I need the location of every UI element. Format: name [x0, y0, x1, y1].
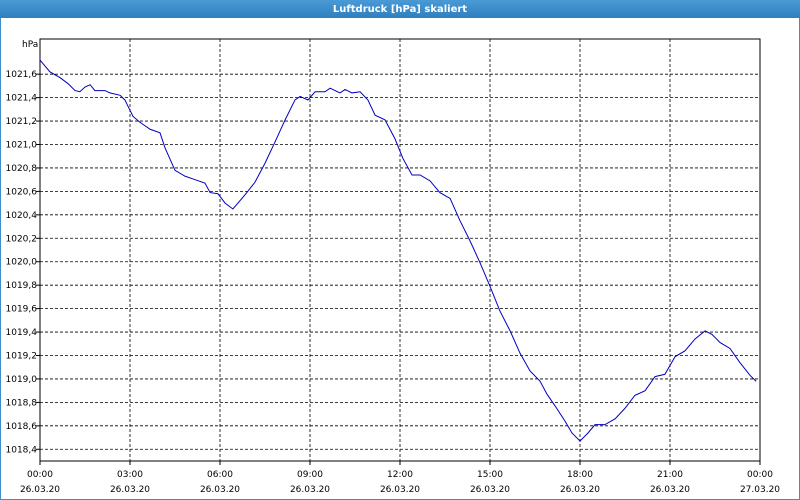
x-tick-label: 09:00	[297, 470, 323, 480]
y-tick-label: 1018,4	[6, 445, 38, 455]
y-tick-label: 1021,2	[6, 117, 38, 127]
y-tick-label: 1019,2	[6, 352, 38, 362]
y-tick-label: 1020,0	[6, 258, 38, 268]
y-tick-label: 1020,4	[6, 211, 38, 221]
plot-area: 1018,4 1018,6 1018,8 1019,0 1019,2 1019,4 1019…	[6, 38, 780, 495]
chart-title: Luftdruck [hPa] skaliert	[333, 4, 467, 15]
x-tick-label: 06:00	[207, 470, 233, 480]
y-tick-label: 1019,4	[6, 328, 38, 338]
x-tick-date: 26.03.20	[110, 485, 150, 495]
y-tick-label: 1021,6	[6, 70, 38, 80]
plot-border	[39, 38, 761, 462]
x-tick-date: 26.03.20	[200, 485, 240, 495]
y-tick-label: 1021,4	[6, 94, 38, 104]
x-tick-date: 26.03.20	[650, 485, 690, 495]
x-tick-date: 26.03.20	[380, 485, 420, 495]
y-tick-label: 1020,8	[6, 164, 38, 174]
x-tick-date: 27.03.20	[740, 485, 780, 495]
x-tick-date: 26.03.20	[290, 485, 330, 495]
y-tick-label: 1019,8	[6, 281, 38, 291]
x-tick-date: 26.03.20	[20, 485, 60, 495]
title-bar	[0, 0, 800, 18]
x-tick-date: 26.03.20	[560, 485, 600, 495]
x-tick-date: 26.03.20	[470, 485, 510, 495]
y-tick-label: 1020,2	[6, 234, 38, 244]
y-tick-label: 1021,0	[6, 141, 38, 151]
y-tick-label: 1020,6	[6, 187, 38, 197]
x-tick-label: 12:00	[387, 470, 413, 480]
y-tick-label: 1019,0	[6, 375, 38, 385]
x-tick-label: 15:00	[477, 470, 503, 480]
x-tick-label: 03:00	[117, 470, 143, 480]
y-tick-label: 1018,8	[6, 398, 38, 408]
y-axis-unit: hPa	[22, 40, 38, 50]
line	[39, 59, 757, 442]
x-tick-label: 18:00	[567, 470, 593, 480]
y-tick-label: 1019,6	[6, 305, 38, 315]
x-tick-label: 00:00	[747, 470, 773, 480]
x-tick-label: 00:00	[27, 470, 53, 480]
y-tick-label: 1018,6	[6, 422, 38, 432]
x-tick-label: 21:00	[657, 470, 683, 480]
